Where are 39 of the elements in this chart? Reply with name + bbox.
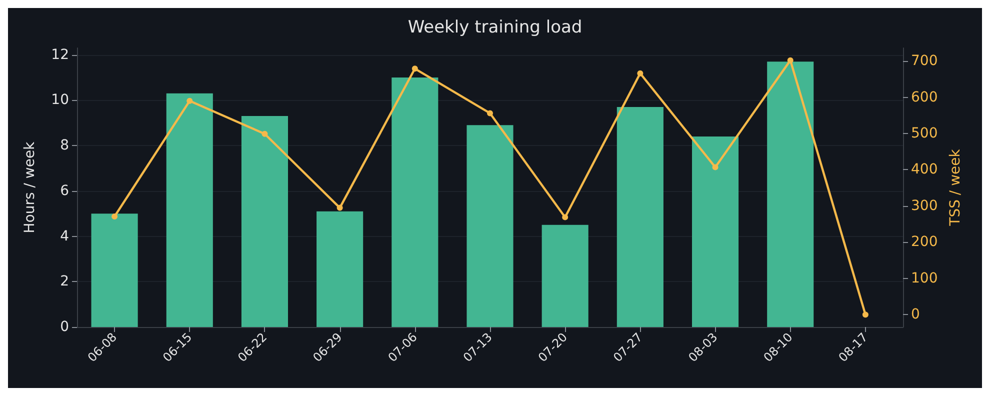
point — [787, 57, 794, 64]
y2-tick-label: 700 — [911, 53, 938, 70]
chart-title: Weekly training load — [408, 18, 582, 38]
bar — [316, 211, 364, 327]
y-tick-label: 8 — [60, 138, 69, 154]
y-tick-label: 2 — [60, 274, 69, 290]
bar — [166, 93, 213, 327]
y-tick-label: 12 — [51, 46, 69, 63]
bar — [542, 224, 588, 327]
y2-tick-label: 200 — [911, 234, 938, 250]
point — [186, 98, 193, 104]
y2-tick-label: 0 — [911, 306, 920, 323]
point — [112, 213, 118, 220]
bar — [692, 136, 739, 327]
y2-tick-label: 600 — [911, 89, 938, 106]
point — [487, 110, 493, 116]
bar — [466, 125, 514, 327]
y2-tick-label: 300 — [911, 198, 938, 214]
y2-axis-title: TSS / week — [948, 148, 964, 227]
y-tick-label: 10 — [51, 92, 69, 108]
point — [336, 204, 343, 211]
y2-tick-label: 400 — [911, 162, 938, 178]
point — [862, 312, 868, 318]
bar — [392, 77, 438, 327]
point — [637, 70, 644, 76]
bar — [767, 62, 814, 327]
y-tick-label: 6 — [60, 182, 70, 199]
y-axis-title: Hours / week — [22, 140, 38, 234]
point — [712, 164, 718, 170]
bar — [91, 214, 138, 327]
point — [412, 66, 418, 72]
bar — [241, 116, 288, 327]
bar — [616, 106, 664, 327]
y2-tick-label: 100 — [911, 270, 938, 286]
y2-tick-label: 500 — [911, 126, 938, 142]
y-tick-label: 4 — [60, 228, 70, 244]
y-tick-label: 0 — [60, 319, 69, 335]
point — [562, 214, 568, 220]
point — [262, 130, 268, 137]
